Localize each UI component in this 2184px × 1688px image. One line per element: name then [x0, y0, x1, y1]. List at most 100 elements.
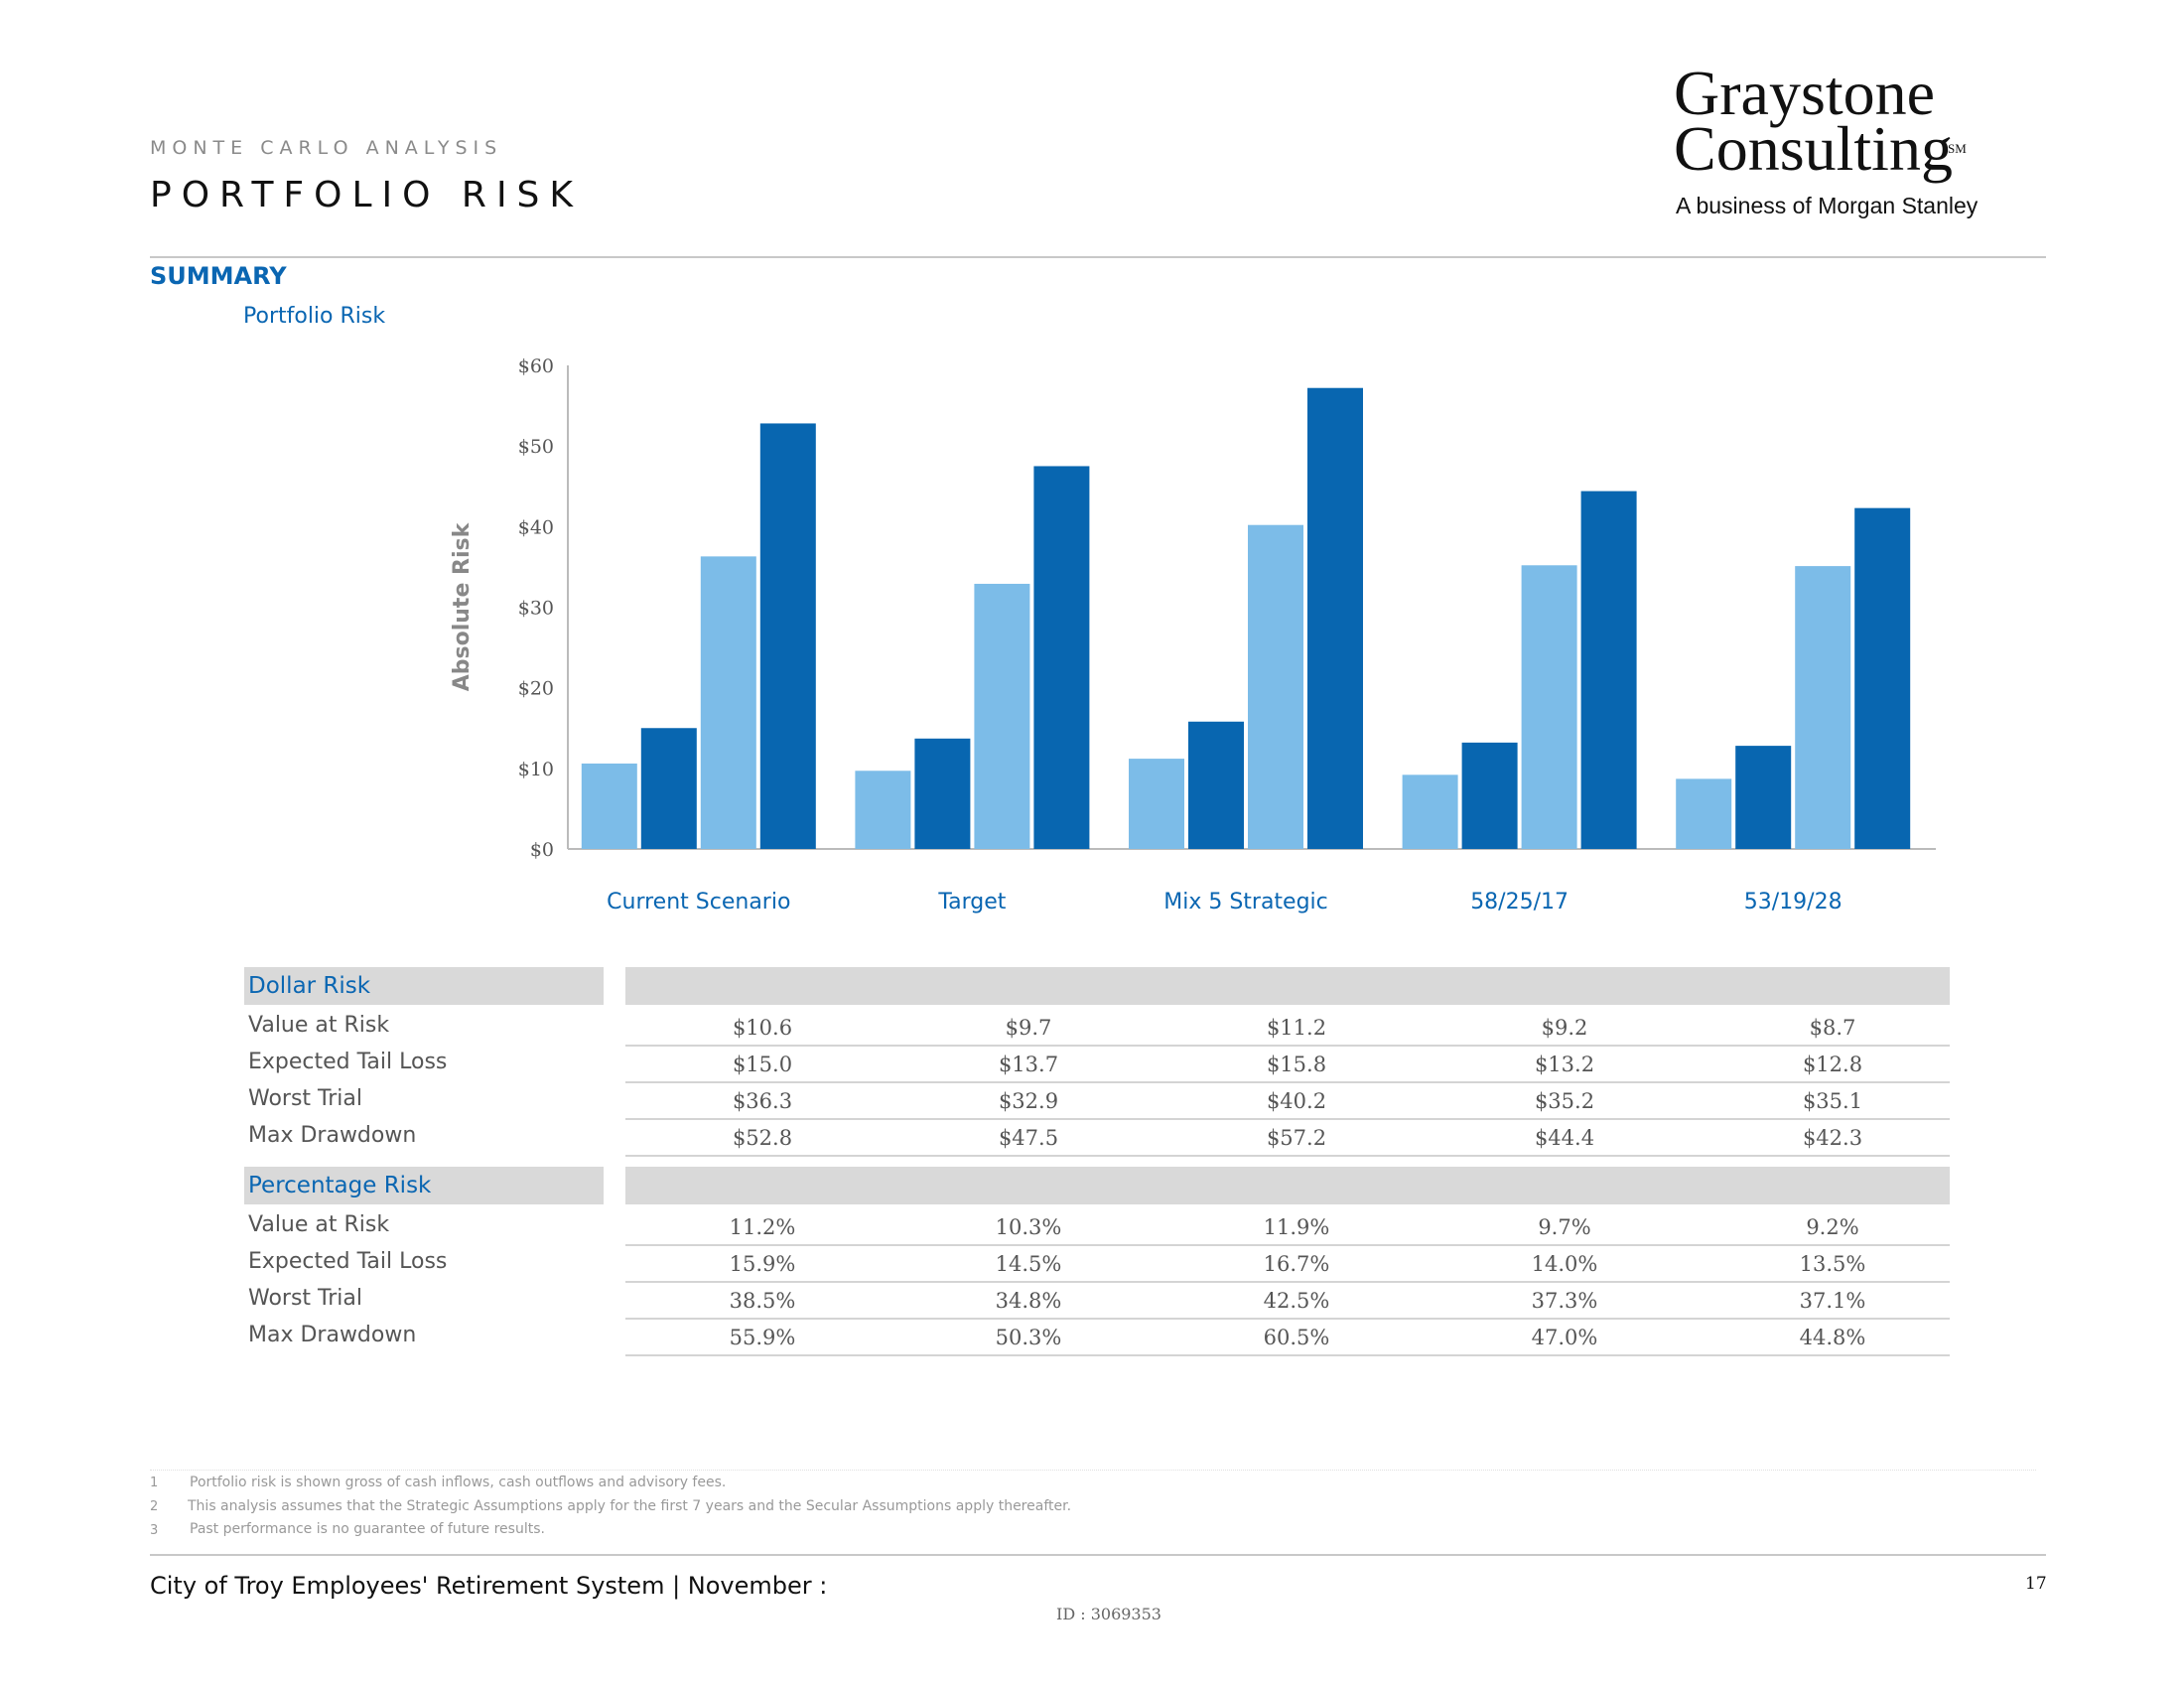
table-cell: 14.5%	[995, 1252, 1062, 1276]
footer-divider	[150, 1554, 2046, 1556]
table-row-divider	[625, 1318, 1950, 1320]
bar	[700, 556, 756, 849]
logo-line-2: Consulting	[1674, 113, 1953, 184]
table-row-label: Expected Tail Loss	[248, 1050, 448, 1074]
table-cell: 10.3%	[995, 1215, 1062, 1239]
bar	[1461, 742, 1518, 849]
bar	[1795, 566, 1851, 849]
footnote-number: 3	[150, 1523, 159, 1538]
table-cell: 37.3%	[1531, 1289, 1598, 1313]
bar	[855, 771, 911, 849]
table-row-label: Value at Risk	[248, 1212, 390, 1237]
y-tick-label: $30	[518, 598, 554, 620]
table-cell: 37.1%	[1799, 1289, 1866, 1313]
page-number: 17	[2025, 1574, 2047, 1594]
portfolio-risk-chart: $0 $10 $20 $30 $40 $50 $60 Absolute Risk Current…	[450, 355, 1936, 914]
table-cell: 55.9%	[729, 1326, 796, 1349]
table-section-heading: Percentage Risk	[244, 1167, 604, 1204]
table-row-label: Worst Trial	[248, 1286, 363, 1311]
table-cell: 50.3%	[995, 1326, 1062, 1349]
x-category-label: 58/25/17	[1470, 890, 1569, 914]
table-cell: $42.3	[1802, 1126, 1863, 1150]
bar	[1129, 759, 1184, 849]
footnote-number: 2	[150, 1499, 159, 1514]
logo-service-mark: SM	[1948, 141, 1967, 156]
table-cell: $9.7	[1005, 1016, 1052, 1040]
section-eyebrow: MONTE CARLO ANALYSIS	[150, 137, 503, 159]
y-tick-label: $20	[518, 678, 554, 700]
bar	[1676, 778, 1732, 849]
bar	[1188, 721, 1244, 849]
table-cell: 16.7%	[1263, 1252, 1330, 1276]
page-title: PORTFOLIO RISK	[150, 175, 584, 215]
table-cell: 47.0%	[1531, 1326, 1598, 1349]
table-row-divider	[625, 1155, 1950, 1157]
bar	[1580, 491, 1637, 849]
bar	[640, 728, 697, 849]
table-cell: $35.1	[1802, 1089, 1863, 1113]
x-category-label: Target	[937, 890, 1006, 914]
table-row-label: Value at Risk	[248, 1013, 390, 1038]
table-cell: 34.8%	[995, 1289, 1062, 1313]
table-cell: 15.9%	[729, 1252, 796, 1276]
logo-line-1: Graystone	[1674, 58, 1936, 128]
table-cell: $44.4	[1534, 1126, 1595, 1150]
bar	[1402, 774, 1458, 849]
bar	[1248, 524, 1303, 849]
table-cell: 11.9%	[1263, 1215, 1330, 1239]
table-cell: $40.2	[1266, 1089, 1327, 1113]
table-cell: 13.5%	[1799, 1252, 1866, 1276]
logo-tagline: A business of Morgan Stanley	[1676, 193, 1979, 218]
bar	[914, 738, 971, 849]
table-row-divider	[625, 1354, 1950, 1356]
y-tick-label: $40	[518, 516, 554, 538]
table-cell: 9.2%	[1806, 1215, 1859, 1239]
bar	[1033, 466, 1090, 849]
table-cell: $13.2	[1534, 1053, 1595, 1076]
bar	[1307, 387, 1363, 849]
table-cell: 60.5%	[1263, 1326, 1330, 1349]
table-cell: $15.0	[732, 1053, 793, 1076]
footer-client: City of Troy Employees' Retirement Syste…	[150, 1572, 828, 1600]
table-cell: 11.2%	[729, 1215, 796, 1239]
table-section-band	[625, 967, 1950, 1005]
bar	[1521, 565, 1577, 849]
footnote-divider	[150, 1470, 2036, 1471]
bar	[1735, 746, 1792, 849]
table-cell: $9.2	[1541, 1016, 1588, 1040]
table-row-label: Max Drawdown	[248, 1123, 417, 1148]
table-cell: 44.8%	[1799, 1326, 1866, 1349]
y-tick-label: $10	[518, 759, 554, 780]
table-row-divider	[625, 1081, 1950, 1083]
bar	[1854, 507, 1911, 849]
chart-subheading: Portfolio Risk	[243, 304, 386, 329]
table-cell: 14.0%	[1531, 1252, 1598, 1276]
table-cell: $35.2	[1534, 1089, 1595, 1113]
table-cell: $8.7	[1809, 1016, 1856, 1040]
table-cell: $10.6	[732, 1016, 793, 1040]
y-tick-label: $60	[518, 355, 554, 377]
table-cell: 42.5%	[1263, 1289, 1330, 1313]
table-row-divider	[625, 1118, 1950, 1120]
footnote-text: This analysis assumes that the Strategic…	[188, 1498, 1072, 1514]
table-row-divider	[625, 1244, 1950, 1246]
table-cell: $32.9	[998, 1089, 1059, 1113]
summary-heading: SUMMARY	[150, 262, 287, 290]
table-cell: $15.8	[1266, 1053, 1327, 1076]
table-row-label: Worst Trial	[248, 1086, 363, 1111]
table-cell: $12.8	[1802, 1053, 1863, 1076]
table-section-band	[625, 1167, 1950, 1204]
x-category-label: 53/19/28	[1744, 890, 1843, 914]
footnote-text: Past performance is no guarantee of futu…	[190, 1521, 545, 1537]
header-divider	[150, 256, 2046, 258]
table-row-divider	[625, 1045, 1950, 1047]
table-cell: $13.7	[998, 1053, 1059, 1076]
y-tick-label: $0	[530, 839, 554, 861]
table-row-divider	[625, 1281, 1950, 1283]
table-cell: $57.2	[1266, 1126, 1327, 1150]
table-cell: $52.8	[732, 1126, 793, 1150]
x-category-label: Current Scenario	[607, 890, 790, 914]
y-tick-label: $50	[518, 436, 554, 458]
footnote-number: 1	[150, 1476, 159, 1490]
bar	[759, 423, 816, 849]
